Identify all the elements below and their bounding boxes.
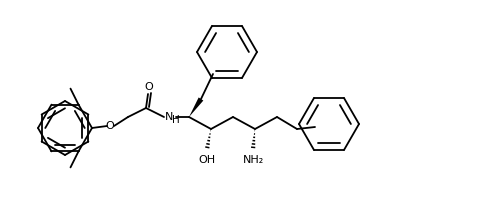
- Text: NH₂: NH₂: [244, 155, 265, 165]
- Text: H: H: [172, 115, 180, 125]
- Text: N: N: [165, 112, 174, 122]
- Text: O: O: [144, 82, 153, 92]
- Text: O: O: [106, 121, 114, 131]
- Polygon shape: [189, 97, 203, 117]
- Text: OH: OH: [199, 155, 215, 165]
